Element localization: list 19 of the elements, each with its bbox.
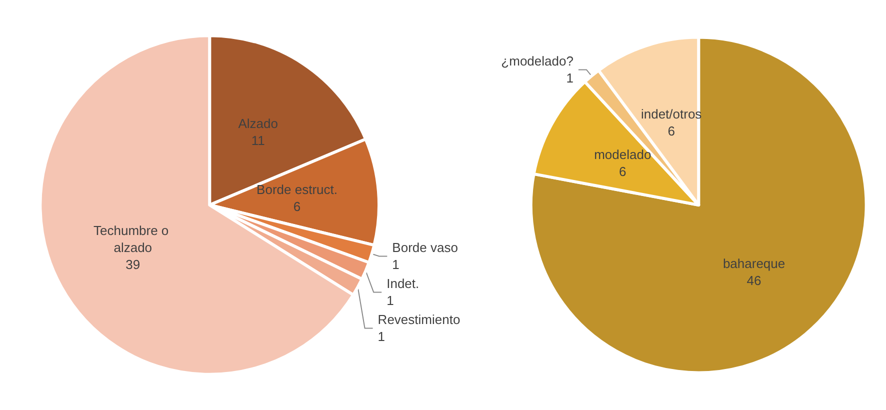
data-label: 1 [386, 293, 394, 308]
slice-label: Indet. [386, 276, 420, 292]
slice-label: ¿modelado? [501, 54, 574, 69]
data-label: 6 [619, 164, 626, 179]
data-label: 11 [251, 132, 265, 148]
slice-label: bahareque [722, 256, 786, 271]
data-label: 1 [378, 329, 386, 344]
data-label: 46 [746, 272, 762, 288]
slice-label: Revestimiento [378, 312, 460, 328]
slice-label: Techumbre o alzado [93, 223, 172, 255]
data-label: 39 [126, 257, 140, 272]
data-label: 1 [566, 70, 574, 86]
slice-label: Borde vaso [392, 240, 458, 256]
data-label: 6 [668, 124, 675, 139]
slice-label: modelado [594, 146, 652, 162]
data-label: 6 [293, 199, 301, 214]
data-label: 1 [392, 257, 400, 272]
slice-label: Borde estruct. [256, 182, 338, 197]
slice-label: Alzado [238, 116, 278, 131]
